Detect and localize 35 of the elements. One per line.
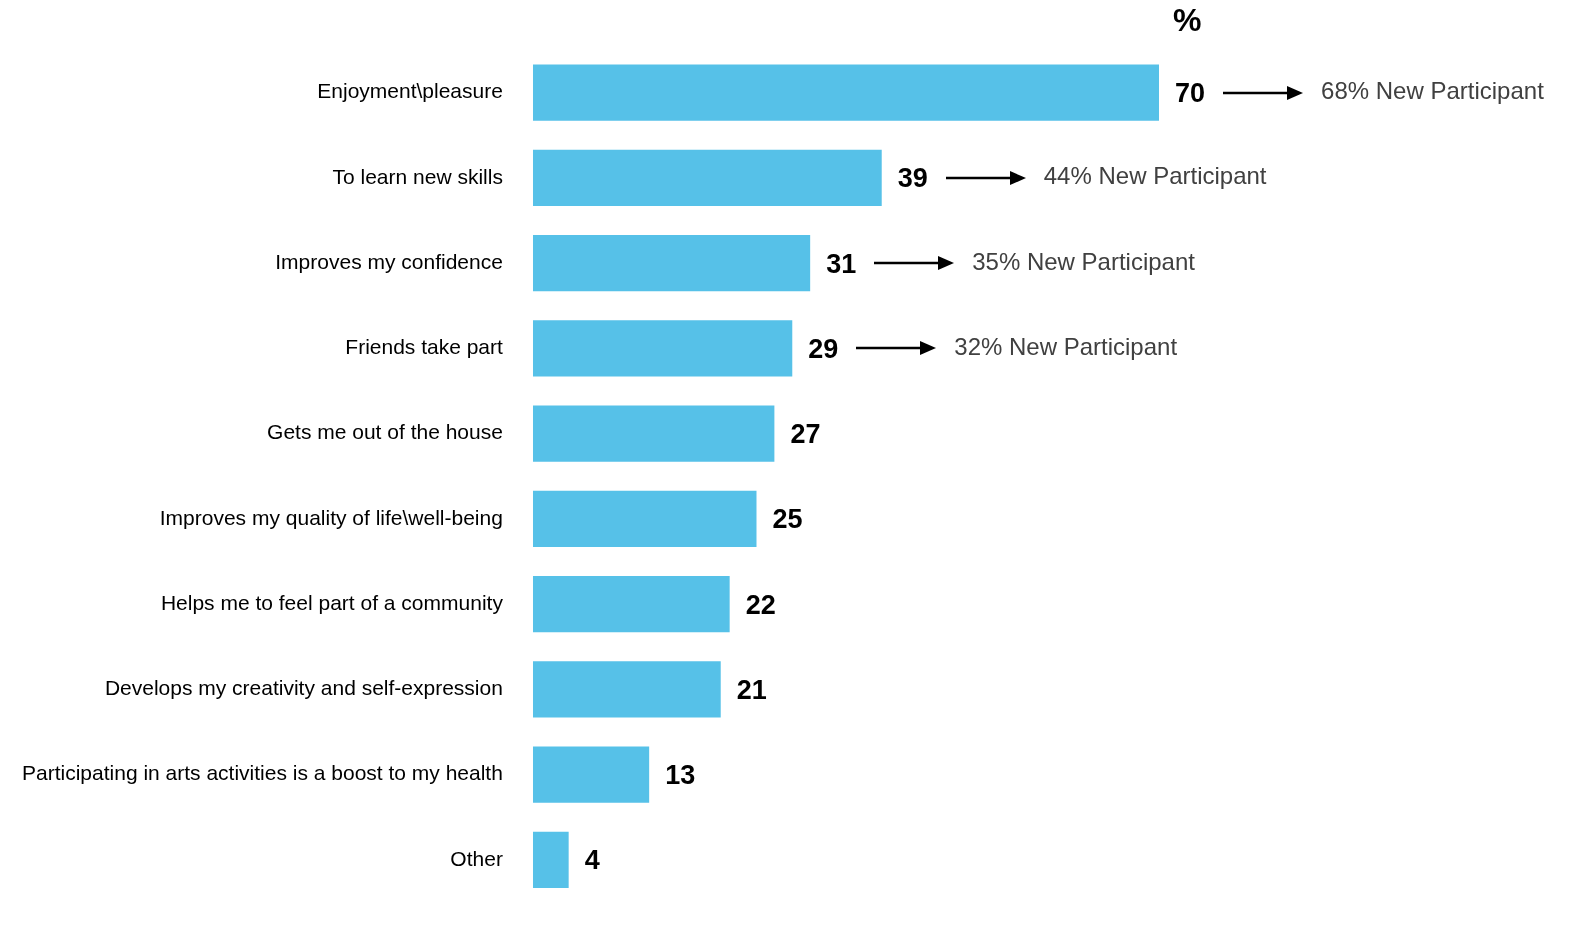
y-tick-label: Improves my quality of life\well-being bbox=[159, 505, 503, 529]
y-tick-label: Friends take part bbox=[345, 335, 504, 359]
y-tick-label: Improves my confidence bbox=[275, 249, 503, 273]
data-label: 29 bbox=[808, 333, 839, 364]
data-label: 70 bbox=[1175, 78, 1206, 109]
y-tick-label: To learn new skills bbox=[332, 164, 503, 188]
annotation: 35% New Participant bbox=[972, 247, 1196, 275]
bar bbox=[532, 490, 757, 547]
data-label: 13 bbox=[665, 759, 696, 790]
y-tick-label: Helps me to feel part of a community bbox=[160, 590, 504, 614]
bar bbox=[532, 405, 775, 462]
y-tick-label: Gets me out of the house bbox=[267, 420, 503, 444]
bar bbox=[532, 149, 882, 206]
bar bbox=[532, 746, 650, 803]
annotation: 32% New Participant bbox=[954, 332, 1178, 360]
bar bbox=[532, 661, 721, 718]
chart-title: % bbox=[1173, 1, 1202, 38]
text: 68% New Participant bbox=[1321, 77, 1545, 105]
data-label: 22 bbox=[745, 589, 776, 620]
bar bbox=[532, 234, 811, 292]
data-label: 4 bbox=[584, 845, 600, 876]
data-label: 31 bbox=[826, 248, 857, 279]
bar bbox=[532, 320, 793, 377]
data-label: 39 bbox=[897, 163, 928, 194]
data-label: 21 bbox=[736, 674, 767, 705]
data-label: 27 bbox=[790, 419, 821, 450]
bar bbox=[532, 831, 569, 888]
y-tick-label: Other bbox=[450, 846, 503, 870]
bar bbox=[532, 575, 730, 633]
data-label: 25 bbox=[772, 504, 803, 535]
y-tick-label: Participating in arts activities is a boost to my health bbox=[22, 761, 503, 785]
y-tick-label: Enjoyment\pleasure bbox=[317, 79, 503, 103]
y-tick-label: Develops my creativity and self-expression bbox=[104, 676, 503, 700]
annotation: 44% New Participant bbox=[1043, 162, 1267, 190]
bar bbox=[532, 64, 1159, 121]
